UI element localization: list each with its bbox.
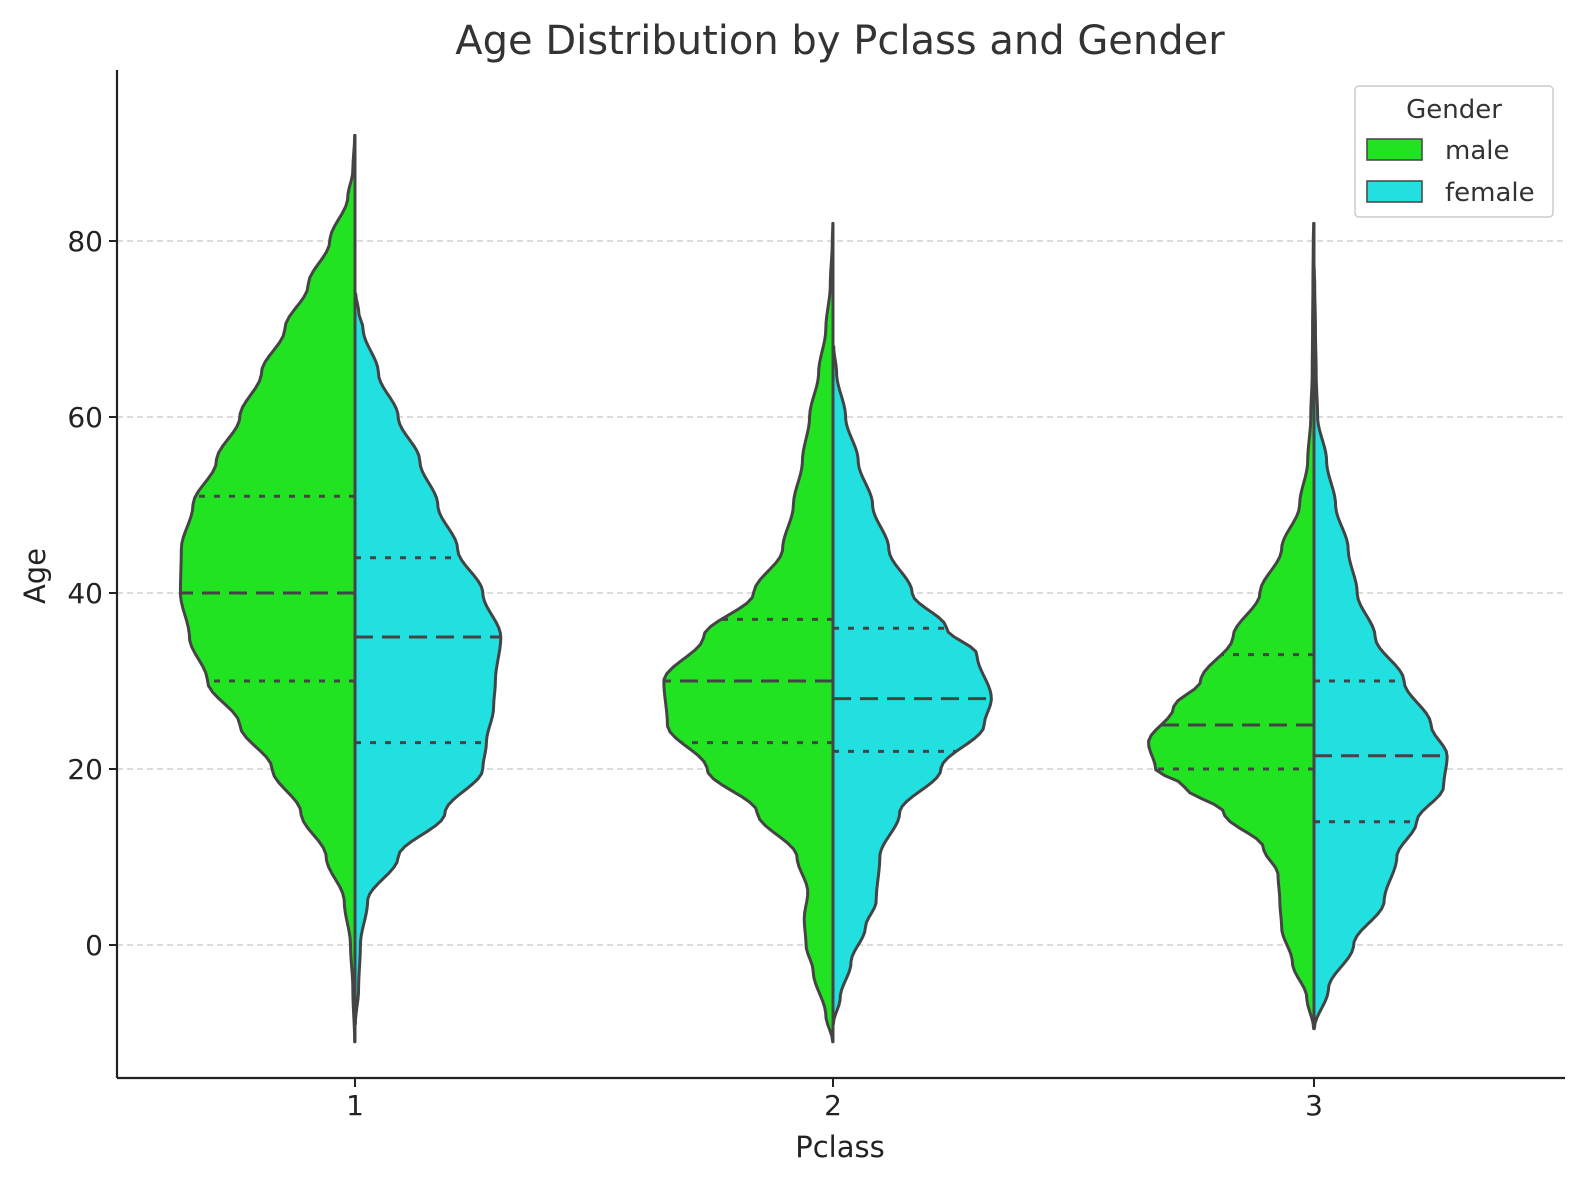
violin-body-male-3 bbox=[1147, 221, 1316, 1031]
y-tick-label-80: 80 bbox=[67, 225, 103, 258]
violin-female-pclass-2 bbox=[831, 345, 993, 1026]
legend-swatch-female bbox=[1366, 180, 1423, 203]
axes-layer bbox=[115, 70, 1565, 1080]
y-tick-label-0: 0 bbox=[85, 929, 103, 962]
y-tick-label-20: 20 bbox=[67, 753, 103, 786]
violin-female-pclass-1 bbox=[353, 292, 503, 1026]
legend-title: Gender bbox=[1406, 95, 1502, 125]
violin-layer bbox=[178, 133, 1449, 1044]
violin-female-pclass-3 bbox=[1312, 265, 1449, 1031]
violin-body-female-2 bbox=[831, 345, 993, 1026]
legend-label-male: male bbox=[1445, 136, 1509, 166]
y-tick-label-60: 60 bbox=[67, 401, 103, 434]
y-axis-label: Age bbox=[18, 548, 52, 604]
legend-swatch-male bbox=[1366, 138, 1423, 161]
x-tick-label-2: 2 bbox=[824, 1089, 842, 1122]
violin-male-pclass-1 bbox=[178, 133, 357, 1044]
legend-label-female: female bbox=[1445, 178, 1535, 208]
y-tick-label-40: 40 bbox=[67, 577, 103, 610]
chart-title: Age Distribution by Pclass and Gender bbox=[455, 18, 1225, 64]
x-tick-label-3: 3 bbox=[1305, 1089, 1323, 1122]
violin-male-pclass-2 bbox=[662, 221, 835, 1044]
violin-body-female-3 bbox=[1312, 265, 1449, 1031]
legend: Gender male female bbox=[1354, 85, 1554, 218]
tick-layer: 0 20 40 60 80 1 2 3 bbox=[67, 225, 1323, 1122]
x-tick-label-1: 1 bbox=[346, 1089, 364, 1122]
violin-body-female-1 bbox=[353, 292, 503, 1026]
violin-body-male-1 bbox=[178, 133, 357, 1044]
x-axis-label: Pclass bbox=[795, 1130, 884, 1164]
violin-body-male-2 bbox=[662, 221, 835, 1044]
violin-male-pclass-3 bbox=[1147, 221, 1316, 1031]
